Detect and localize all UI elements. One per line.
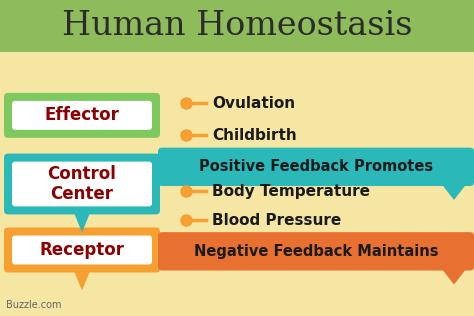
FancyBboxPatch shape (158, 232, 474, 270)
Polygon shape (440, 266, 468, 284)
Polygon shape (440, 182, 468, 200)
Polygon shape (73, 269, 91, 290)
FancyBboxPatch shape (12, 161, 152, 206)
Text: Receptor: Receptor (39, 241, 125, 259)
Bar (0, 0, 474, 52)
Text: Childbirth: Childbirth (212, 128, 297, 143)
Text: Ovulation: Ovulation (212, 96, 295, 111)
FancyBboxPatch shape (4, 93, 160, 138)
FancyBboxPatch shape (12, 101, 152, 130)
Text: Buzzle.com: Buzzle.com (6, 300, 62, 310)
Polygon shape (73, 210, 91, 232)
Text: Positive Feedback Promotes: Positive Feedback Promotes (199, 159, 433, 174)
Text: Human Homeostasis: Human Homeostasis (62, 10, 412, 42)
Text: Negative Feedback Maintains: Negative Feedback Maintains (194, 244, 438, 259)
Text: Blood Pressure: Blood Pressure (212, 213, 341, 228)
FancyBboxPatch shape (4, 228, 160, 272)
FancyBboxPatch shape (4, 154, 160, 214)
Text: Control
Center: Control Center (47, 165, 117, 204)
FancyBboxPatch shape (12, 235, 152, 264)
FancyBboxPatch shape (158, 148, 474, 186)
Text: Effector: Effector (45, 106, 119, 125)
Text: Body Temperature: Body Temperature (212, 184, 370, 199)
